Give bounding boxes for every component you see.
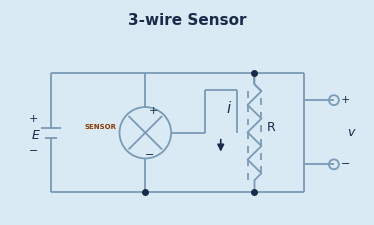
Text: 3-wire Sensor: 3-wire Sensor [128, 13, 246, 28]
Text: R: R [266, 121, 275, 134]
Text: −: − [145, 151, 154, 160]
Text: −: − [28, 146, 38, 155]
Text: +: + [28, 114, 38, 124]
Text: +: + [341, 95, 350, 105]
Text: −: − [341, 159, 350, 169]
Text: i: i [227, 101, 231, 116]
Text: SENSOR: SENSOR [85, 124, 117, 130]
Text: v: v [347, 126, 355, 139]
Text: E: E [31, 129, 39, 142]
Text: +: + [148, 106, 158, 116]
